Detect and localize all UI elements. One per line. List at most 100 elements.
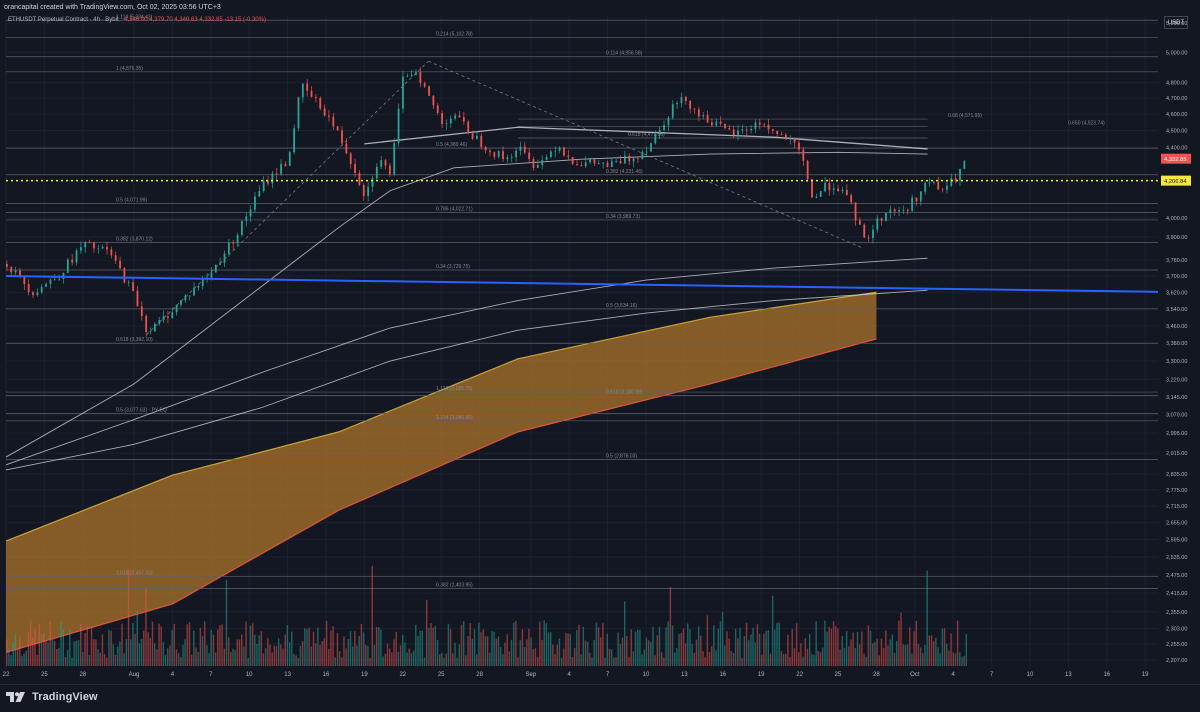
candle-body (27, 284, 30, 293)
volume-bar (40, 635, 43, 666)
candle-body (158, 320, 161, 324)
candle-body (88, 242, 91, 243)
volume-bar (615, 657, 617, 666)
volume-bar (815, 621, 817, 666)
volume-bar (861, 631, 863, 666)
candle-body (10, 266, 13, 273)
brand-name: TradingView (32, 691, 98, 703)
tradingview-brand[interactable]: TradingView (6, 691, 98, 703)
candle-body (645, 151, 648, 153)
price-tick-label: 5,200.00 (1166, 21, 1187, 27)
price-tick-label: 4,000.00 (1166, 216, 1187, 222)
volume-bar (360, 624, 363, 666)
volume-bar (167, 648, 169, 666)
volume-bar (630, 629, 632, 666)
volume-bar (417, 636, 419, 666)
volume-bar (106, 657, 108, 666)
fib-levels: 1.114 (5,334.42) 0.214 (5,102.78) 0.114 (4… (6, 14, 1158, 589)
volume-bar (497, 636, 500, 666)
volume-bar (121, 623, 123, 666)
volume-bar (571, 656, 574, 666)
candle-body (23, 275, 26, 285)
candle-body (345, 143, 348, 154)
candle-body (293, 128, 296, 153)
volume-bar (937, 647, 939, 666)
volume-bar (726, 631, 728, 666)
volume-bar (234, 649, 236, 666)
volume-bar (761, 654, 763, 666)
price-tick-label: 3,700.00 (1166, 274, 1187, 280)
candle-body (680, 96, 683, 104)
volume-bar (878, 655, 880, 666)
volume-bar (101, 634, 104, 666)
price-tick-label: 2,535.00 (1166, 555, 1187, 561)
volume-bar (671, 625, 674, 666)
volume-bar (388, 648, 391, 666)
volume-bar (476, 654, 478, 666)
fib-level-label: 0.618 (4,477.66) (628, 132, 665, 138)
volume-bar (600, 637, 602, 666)
currency-unit-button[interactable]: USDT (1164, 16, 1188, 29)
candle-body (441, 112, 443, 124)
volume-bar (941, 628, 944, 666)
volume-bar (334, 657, 336, 666)
volume-bar (332, 626, 334, 666)
candle-body (872, 229, 874, 238)
volume-bar (667, 621, 669, 666)
candle-body (371, 178, 374, 187)
candle-body (919, 191, 922, 202)
candle-body (49, 279, 52, 284)
volume-bar (62, 629, 64, 666)
volume-bar (147, 632, 149, 666)
volume-bar (939, 653, 941, 666)
volume-bar (64, 657, 67, 666)
volume-bar (175, 649, 178, 666)
volume-bar (739, 628, 741, 666)
volume-bar (904, 644, 907, 666)
volume-bar (345, 648, 347, 666)
volume-bar (534, 648, 537, 666)
candle-body (663, 125, 665, 130)
candle-body (175, 304, 178, 313)
time-tick-label: 10 (643, 672, 650, 678)
current-price-label: 4,332.85 (1164, 157, 1187, 163)
price-tick-label: 2,475.00 (1166, 573, 1187, 579)
volume-bar (217, 629, 219, 666)
candle-body (528, 152, 531, 160)
volume-bar (149, 637, 152, 666)
volume-bar (66, 649, 69, 666)
candle-body (19, 270, 21, 276)
candle-body (153, 323, 156, 332)
price-tick-label: 2,655.00 (1166, 521, 1187, 527)
volume-bar (169, 645, 171, 666)
candle-body (911, 197, 914, 212)
volume-bar (573, 648, 576, 666)
candle-body (567, 155, 570, 158)
price-tick-label: 3,460.00 (1166, 324, 1187, 330)
candle-body (550, 151, 552, 157)
price-tick-label: 5,000.00 (1166, 50, 1187, 56)
volume-bar (602, 622, 604, 666)
candle-body (249, 209, 252, 217)
candle-body (167, 316, 169, 318)
volume-bar (863, 653, 865, 666)
volume-bar (314, 643, 317, 666)
time-tick-label: 19 (758, 672, 765, 678)
volume-bar (754, 642, 756, 666)
candle-body (954, 178, 957, 181)
candles (6, 67, 966, 337)
volume-bar (889, 639, 891, 666)
volume-bar (530, 637, 532, 666)
volume-bar (432, 627, 434, 666)
volume-bar (563, 648, 565, 666)
candle-body (227, 242, 230, 254)
symbol-legend[interactable]: ETHUSDT Perpetual Contract · 4h · Bybit … (8, 17, 266, 23)
volume-bar (69, 629, 71, 666)
volume-bar (130, 639, 132, 666)
candle-body (889, 209, 892, 213)
volume-bar (541, 639, 543, 666)
footer-bar (0, 684, 1200, 712)
volume-bar (421, 630, 424, 666)
volume-bar (874, 642, 876, 666)
